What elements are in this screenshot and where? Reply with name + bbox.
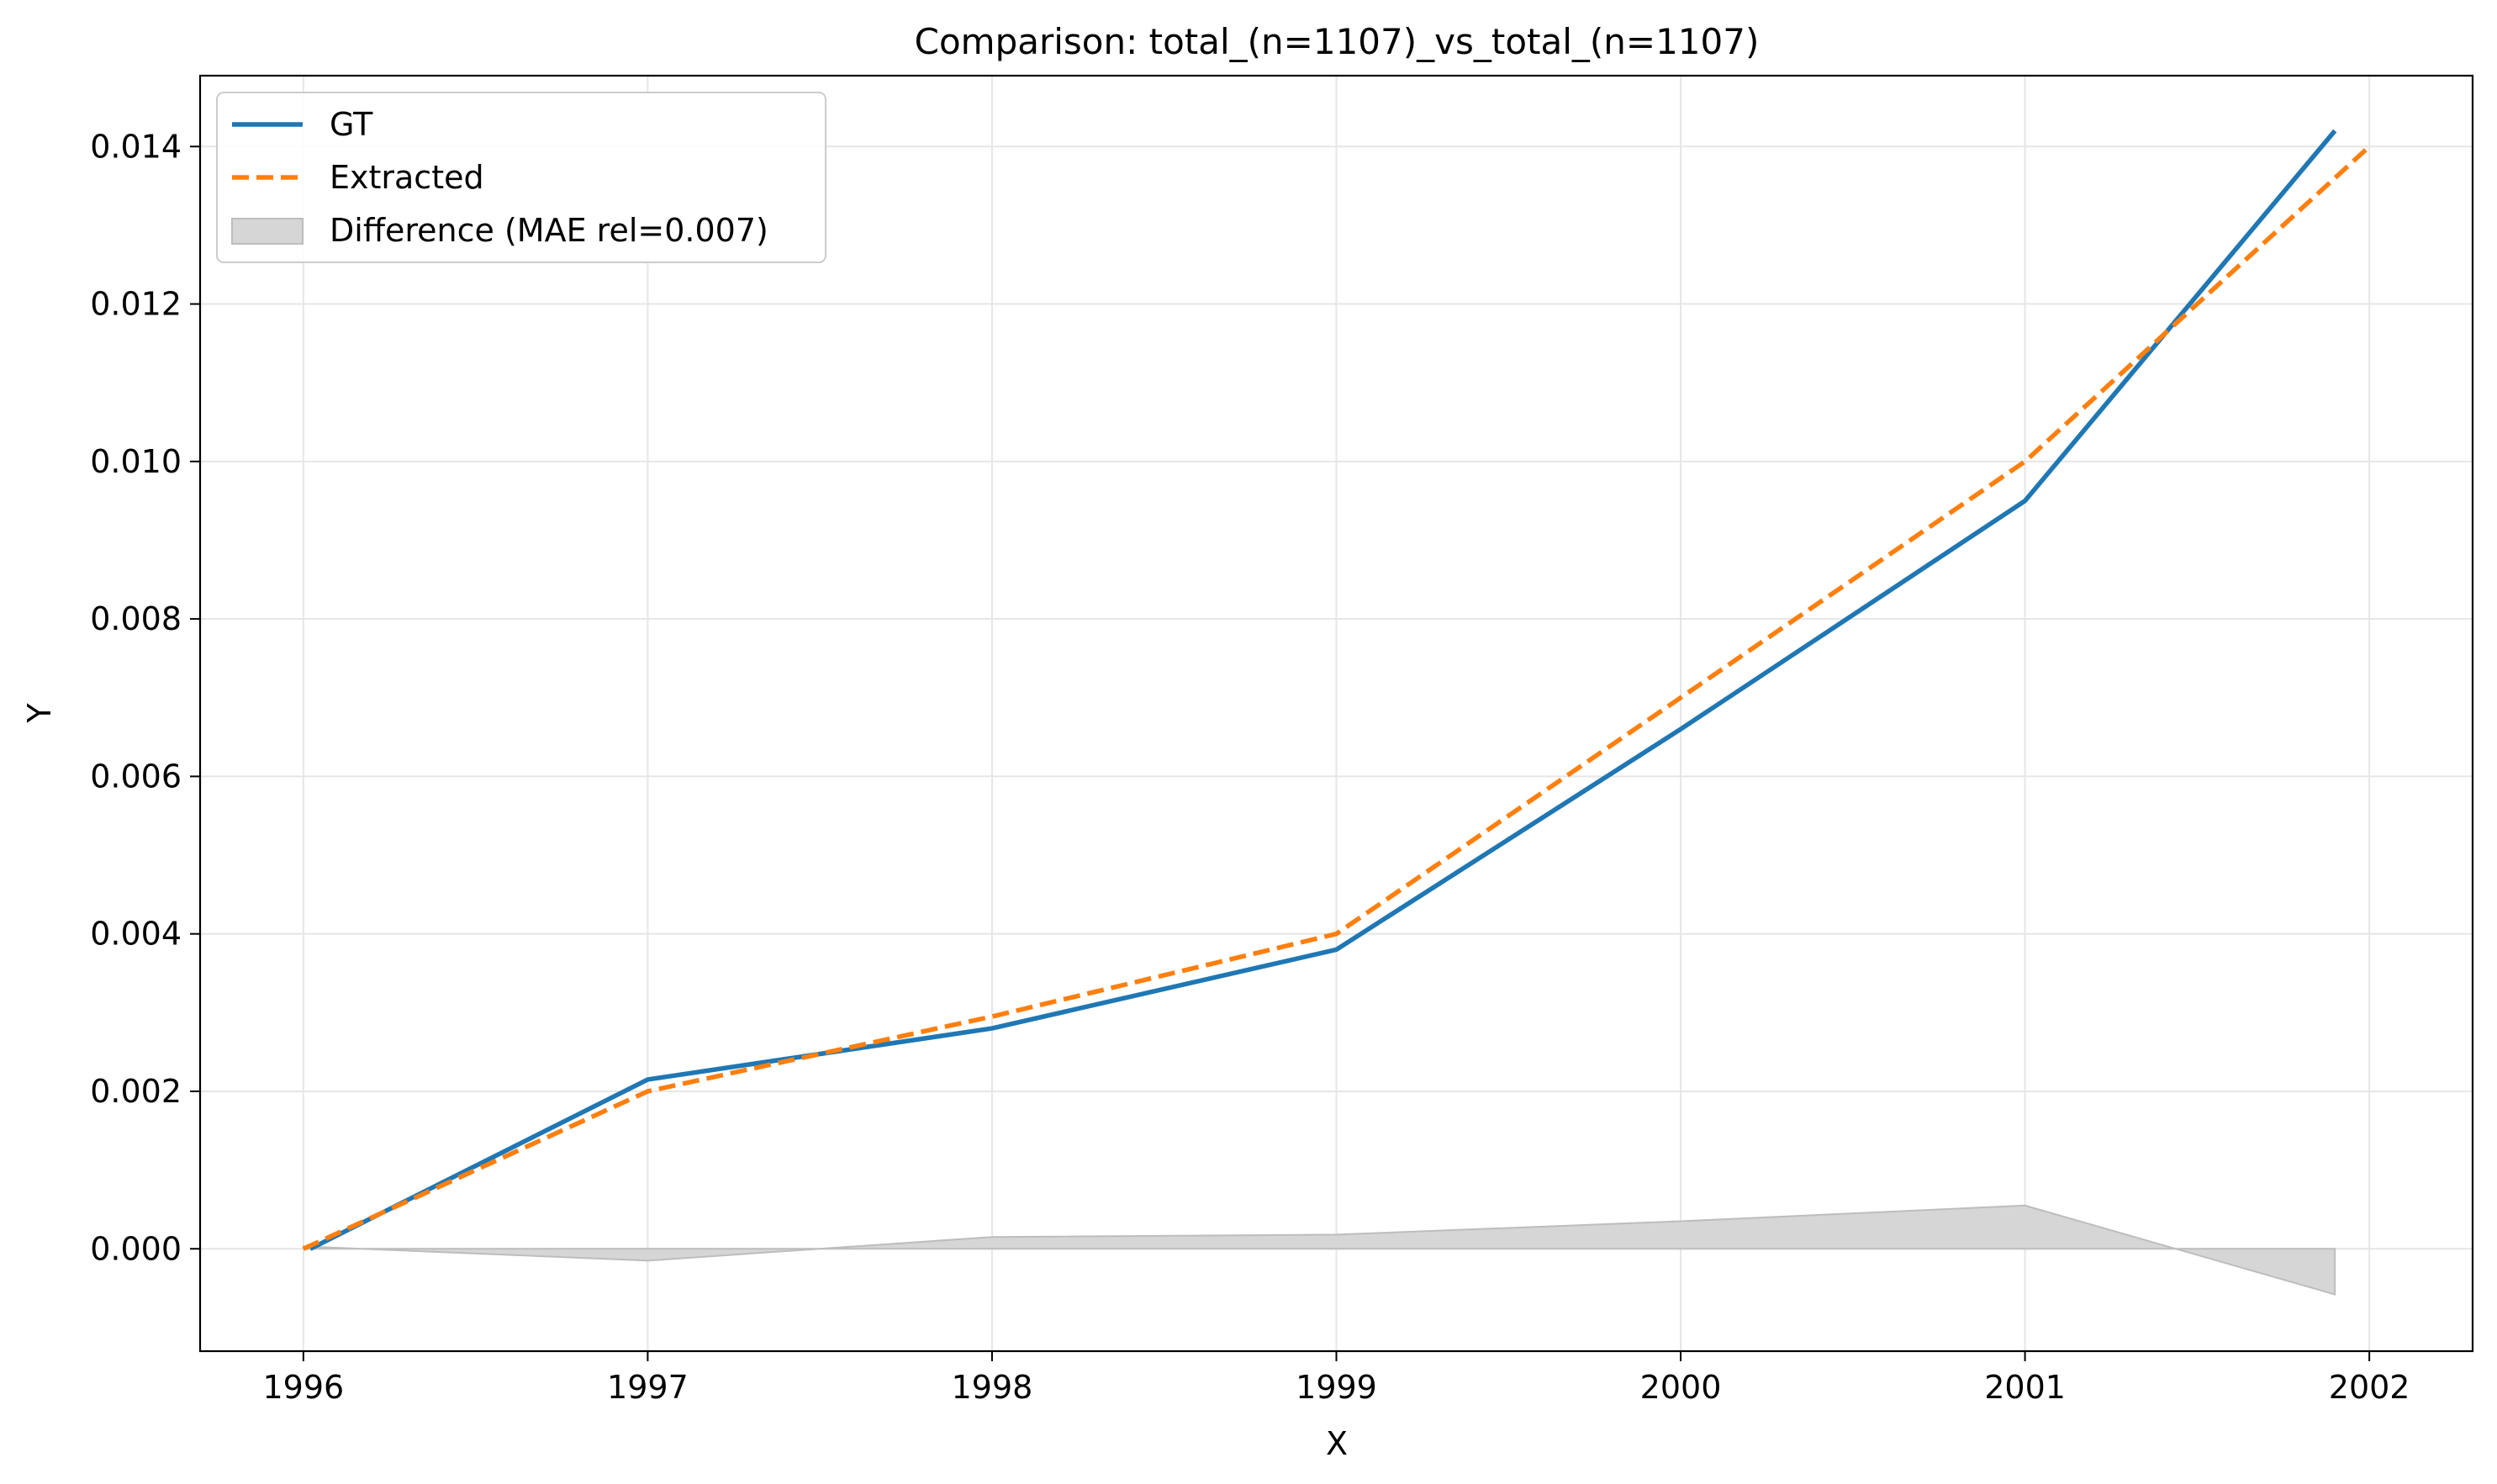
series-line-gt — [309, 129, 2337, 1251]
x-tick-label: 1996 — [263, 1369, 345, 1406]
x-tick-label: 2001 — [1984, 1369, 2066, 1406]
x-tick-label: 2000 — [1640, 1369, 1722, 1406]
legend: GT Extracted Difference (MAE rel=0.007) — [216, 92, 826, 263]
ticks: 1996 1997 1998 1999 2000 2001 2002 0.000 0.002 0.… — [90, 128, 2410, 1406]
y-tick-label: 0.012 — [90, 286, 182, 323]
series-line-extracted — [302, 145, 2371, 1251]
legend-entry-difference-label: Difference (MAE rel=0.007) — [330, 212, 768, 249]
y-tick-label: 0.014 — [90, 128, 182, 165]
y-tick-label: 0.002 — [90, 1073, 182, 1110]
series-layer — [302, 129, 2371, 1251]
y-tick-label: 0.008 — [90, 600, 182, 637]
y-axis-label: Y — [21, 703, 58, 724]
legend-entry-gt-label: GT — [330, 106, 373, 143]
y-tick-label: 0.006 — [90, 758, 182, 795]
chart-title: Comparison: total_(n=1107)_vs_total_(n=1… — [915, 21, 1760, 62]
x-tick-label: 2002 — [2329, 1369, 2410, 1406]
legend-box — [216, 92, 826, 263]
difference-area — [302, 1204, 2336, 1296]
y-tick-label: 0.000 — [90, 1230, 182, 1267]
legend-entry-difference-swatch — [231, 218, 304, 245]
x-tick-label: 1997 — [607, 1369, 689, 1406]
x-tick-label: 1998 — [952, 1369, 1033, 1406]
legend-entry-extracted-label: Extracted — [330, 159, 484, 196]
difference-area-layer — [302, 1204, 2336, 1296]
y-tick-label: 0.004 — [90, 916, 182, 953]
y-tick-label: 0.010 — [90, 443, 182, 480]
x-tick-label: 1999 — [1296, 1369, 1377, 1406]
x-axis-label: X — [1326, 1425, 1348, 1462]
